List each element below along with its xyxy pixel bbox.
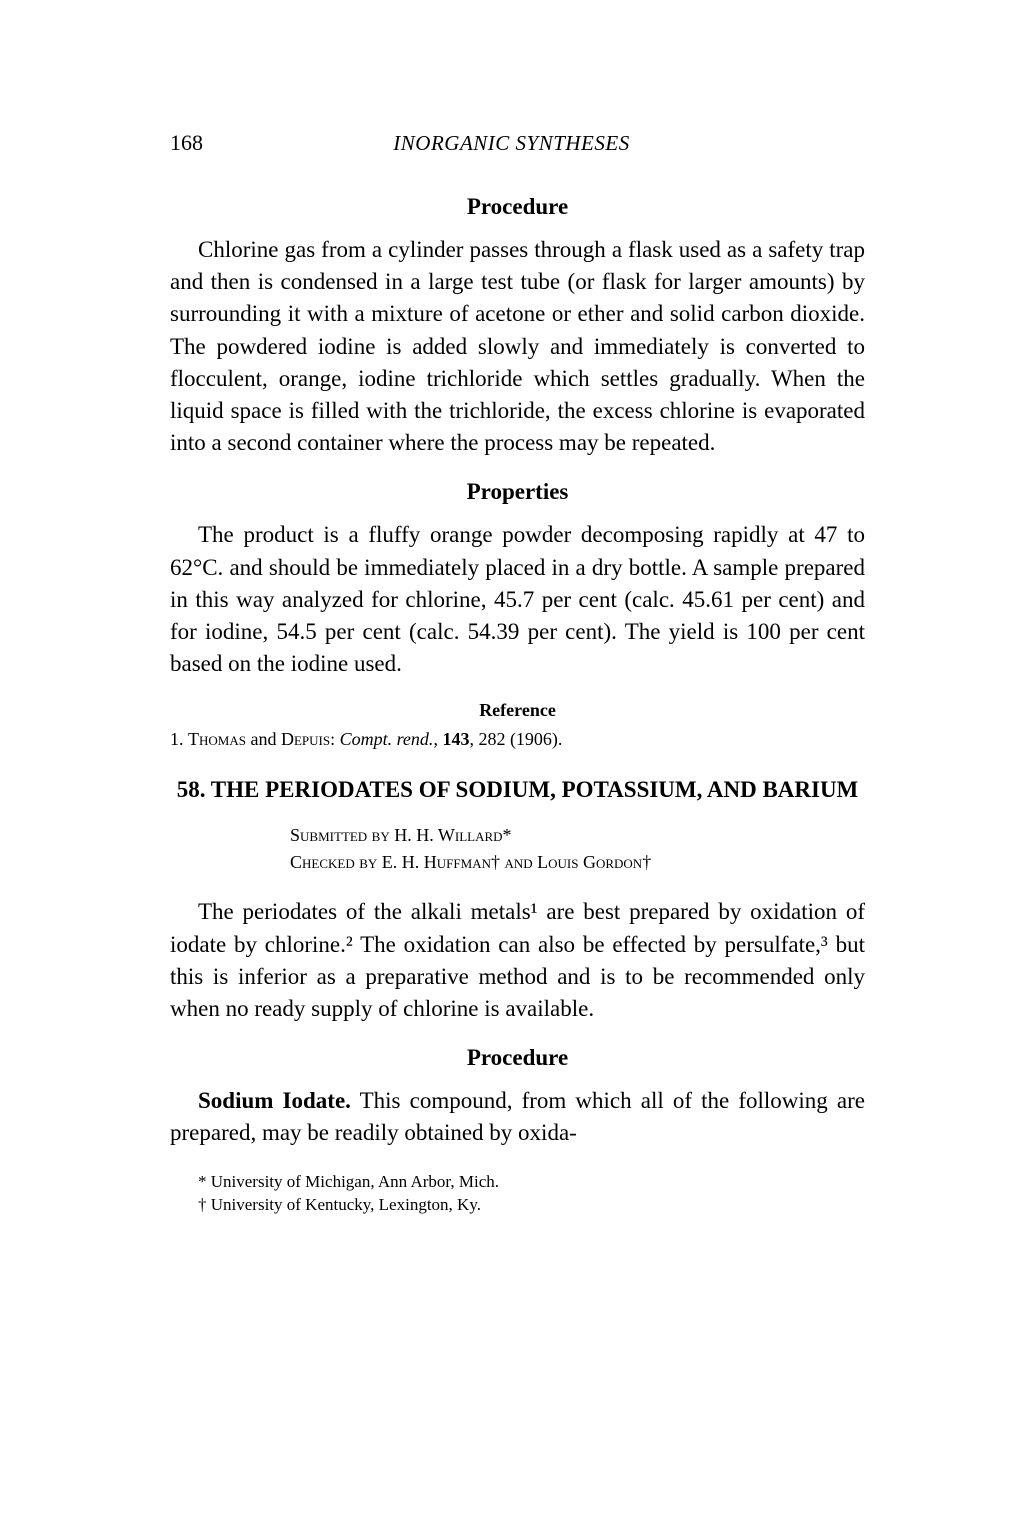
submitted-label: Submitted by bbox=[290, 825, 390, 845]
procedure2-heading: Procedure bbox=[170, 1045, 865, 1071]
compound-name: Sodium Iodate. bbox=[198, 1088, 351, 1113]
ref-and: and bbox=[246, 729, 281, 749]
page-header: 168 INORGANIC SYNTHESES bbox=[170, 130, 865, 156]
ref-year: (1906). bbox=[510, 729, 563, 749]
ref-prefix: 1. bbox=[170, 729, 188, 749]
article-title-text: THE PERIODATES OF SODIUM, POTASSIUM, AND… bbox=[211, 777, 858, 802]
ref-author2: Depuis bbox=[281, 729, 330, 749]
properties-heading: Properties bbox=[170, 479, 865, 505]
procedure-heading: Procedure bbox=[170, 194, 865, 220]
checked-label: Checked by bbox=[290, 852, 377, 872]
reference-item: 1. Thomas and Depuis: Compt. rend., 143,… bbox=[170, 729, 865, 750]
page: 168 INORGANIC SYNTHESES Procedure Chlori… bbox=[0, 0, 1020, 1317]
article-title: 58. THE PERIODATES OF SODIUM, POTASSIUM,… bbox=[170, 774, 865, 806]
procedure2-body: Sodium Iodate. This compound, from which… bbox=[170, 1085, 865, 1149]
checked-names: E. H. Huffman† and Louis Gordon† bbox=[382, 852, 651, 872]
page-number: 168 bbox=[170, 130, 203, 156]
article-byline: Submitted by H. H. Willard* Checked by E… bbox=[170, 822, 865, 876]
properties-body: The product is a fluffy orange powder de… bbox=[170, 519, 865, 680]
article-number: 58. bbox=[177, 777, 206, 802]
ref-volume: 143 bbox=[442, 729, 469, 749]
running-title: INORGANIC SYNTHESES bbox=[203, 131, 865, 156]
article-intro: The periodates of the alkali metals¹ are… bbox=[170, 896, 865, 1025]
submitted-name: H. H. Willard* bbox=[394, 825, 511, 845]
footnote-1: * University of Michigan, Ann Arbor, Mic… bbox=[170, 1170, 865, 1194]
footnote-2: † University of Kentucky, Lexington, Ky. bbox=[170, 1193, 865, 1217]
ref-journal: Compt. rend. bbox=[340, 729, 434, 749]
ref-pages: 282 bbox=[478, 729, 505, 749]
procedure-body: Chlorine gas from a cylinder passes thro… bbox=[170, 234, 865, 459]
reference-heading: Reference bbox=[170, 700, 865, 721]
ref-author1: Thomas bbox=[188, 729, 246, 749]
